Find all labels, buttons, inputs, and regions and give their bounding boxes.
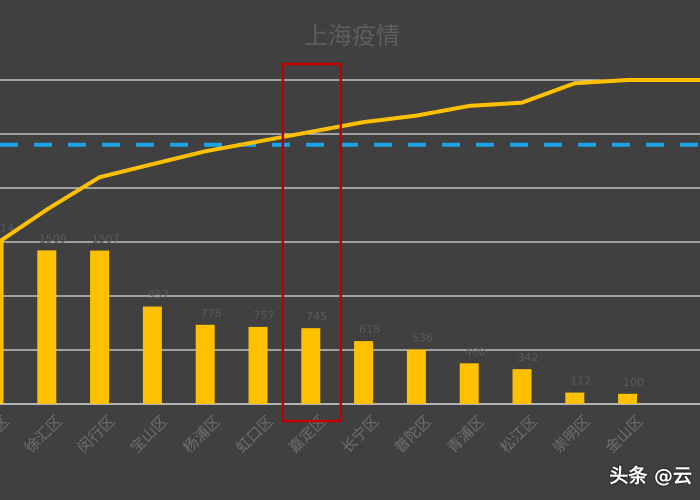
x-tick-label: 普陀区 — [391, 412, 436, 457]
bar-value-label: 400 — [465, 345, 486, 358]
cumulative-line — [0, 78, 700, 244]
bar-value-label: 745 — [306, 310, 327, 323]
x-tick-label: 虹口区 — [232, 412, 277, 457]
x-tick-label: 宝山区 — [127, 412, 172, 457]
bar — [406, 349, 426, 404]
bar — [142, 306, 162, 404]
bar — [195, 324, 215, 404]
bar-value-label: 618 — [359, 323, 380, 336]
watermark: 头条 @云 — [609, 465, 692, 487]
bar-series — [0, 239, 638, 404]
bar-value-label: 757 — [254, 309, 275, 322]
bar — [618, 393, 638, 404]
bar-value-label: 1507 — [92, 233, 120, 246]
bar-value-label: 957 — [148, 289, 169, 302]
bar — [565, 392, 585, 404]
x-tick-label: 嘉定区 — [285, 412, 330, 457]
bar-value-label: 1614 — [0, 222, 14, 235]
bar — [248, 326, 268, 404]
bar-value-labels: 1614 1509 1507 957 778 757 745 618 536 400 342 112 1… — [0, 222, 644, 389]
x-tick-label: 青浦区 — [443, 412, 488, 457]
bar — [459, 363, 479, 404]
bar — [354, 341, 374, 404]
chart-title: 上海疫情 — [304, 22, 400, 50]
bar-value-label: 342 — [518, 351, 539, 364]
bar-value-label: 100 — [623, 376, 644, 389]
highlight-box — [281, 62, 343, 423]
x-tick-label: 徐汇区 — [21, 412, 66, 457]
cumulative-line-group — [0, 78, 700, 244]
bar-value-label: 112 — [570, 375, 591, 388]
x-tick-label: 松江区 — [496, 412, 541, 457]
x-tick-label: 杨浦区 — [179, 412, 224, 457]
x-tick-label: 崇明区 — [549, 412, 594, 457]
bar — [301, 328, 321, 404]
x-axis-labels: 静安区 徐汇区 闵行区 宝山区 杨浦区 虹口区 嘉定区 长宁区 普陀区 青浦区 松江区 崇明区 金山区 — [0, 412, 646, 457]
x-tick-label: 金山区 — [602, 412, 647, 457]
x-tick-label: 闵行区 — [74, 412, 119, 457]
bar — [512, 369, 532, 404]
highlight-group — [281, 62, 343, 423]
bar-value-label: 536 — [412, 331, 433, 344]
grid-lines — [0, 79, 700, 405]
bar — [0, 239, 4, 404]
bar — [37, 250, 57, 404]
bar-value-label: 1509 — [39, 232, 67, 245]
x-tick-label: 静安区 — [0, 412, 13, 457]
x-tick-label: 长宁区 — [338, 412, 383, 457]
bar — [90, 250, 110, 404]
bar-value-label: 778 — [201, 307, 222, 320]
